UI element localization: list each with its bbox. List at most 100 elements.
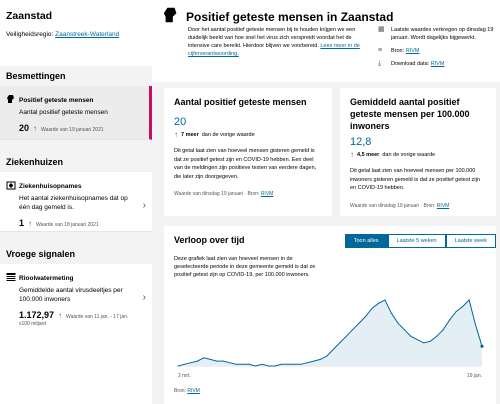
card-value: 12,8 (350, 136, 372, 148)
chart-point (313, 360, 315, 362)
sewer-icon (6, 272, 16, 284)
chart-point (235, 363, 237, 365)
card-title: Gemiddeld aantal positief geteste mensen… (350, 97, 470, 131)
page-intro-text: Door het aantal positief geteste mensen … (188, 27, 356, 49)
sidebar-spacer (0, 140, 152, 152)
safety-region: Veiligheidsregio: Zaanstreek-Waterland (6, 31, 146, 38)
chart-point (442, 329, 444, 331)
chart-x-tick-label: 2 mrt. (178, 373, 191, 379)
chart-point (423, 342, 425, 344)
chart-series-line (177, 299, 483, 367)
arrow-up-icon: ↑ (174, 130, 178, 139)
arrow-up-icon: ↑ (58, 311, 63, 320)
chart-point (248, 363, 250, 365)
chart-point (216, 360, 218, 362)
page-title-row: Positief geteste mensen in Zaanstad (162, 6, 490, 27)
card-source-prefix: Waarde van dinsdag 19 januari · Bron: (174, 191, 260, 197)
chart-source-link[interactable]: RIVM (187, 388, 200, 394)
chart-svg: 2 mrt. 19 jan. (177, 299, 484, 379)
card-source-link[interactable]: RIVM (436, 202, 450, 209)
tab-last-week[interactable]: Laatste week (445, 234, 496, 248)
sidebar-item-subtitle: Het aantal ziekenhuisopnames dat op één … (19, 195, 128, 211)
chart-last-point (480, 344, 484, 348)
card-diff-text: dan de vorige waarde (201, 131, 255, 138)
chart-point (397, 322, 399, 324)
read-more-link[interactable]: Lees meer in de cijferverantwoording. (188, 43, 360, 57)
sidebar-item-subtitle: Aantal positief geteste mensen (19, 109, 108, 116)
arrow-up-icon: ↑ (33, 124, 38, 133)
chart-point (209, 358, 211, 360)
sidebar-item-date: Waarde van 11 jan. - 17 jan. (66, 314, 129, 320)
chart-point (403, 329, 405, 331)
safety-region-label: Veiligheidsregio: (6, 31, 54, 38)
meta-download: ⤓ Download data: RIVM (378, 60, 494, 68)
chart-point (449, 319, 451, 321)
section-early-signals: Vroege signalen (0, 244, 152, 264)
page-title: Positief geteste mensen in Zaanstad (186, 9, 394, 24)
person-icon (162, 6, 180, 27)
chart-source: Bron: RIVM (174, 388, 200, 394)
sidebar-item-value: 1.172,97 (19, 310, 55, 320)
chart-point (475, 324, 476, 326)
chart-point (177, 365, 179, 367)
chart-source-label: Bron: (174, 388, 186, 394)
sidebar-item-value-row: 20 ↑ Waarde van 19 januari 2021 (6, 123, 143, 133)
chart-tabs: Toon alles Laatste 5 weken Laatste week (344, 234, 496, 248)
chart-point (229, 362, 231, 364)
sidebar-item-sewer-measurement[interactable]: Rioolwatermeting Gemiddelde aantal virus… (0, 264, 152, 333)
page-header: Positief geteste mensen in Zaanstad Door… (152, 0, 500, 82)
chart-point (287, 363, 289, 365)
chevron-right-icon: › (142, 292, 146, 303)
tab-last-5-weeks[interactable]: Laatste 5 weken (387, 234, 446, 248)
chart-point (332, 349, 334, 350)
meta-source-link[interactable]: RIVM (405, 48, 420, 54)
section-hospitals: Ziekenhuizen (0, 152, 152, 172)
chart-point (358, 322, 360, 324)
sidebar-item-subtitle: Gemiddelde aantal virusdeeltjes per 100.… (19, 287, 123, 303)
card-source: Waarde van dinsdag 19 januari · Bron: RI… (350, 203, 486, 209)
card-diff-text: dan de vorige waarde (382, 151, 436, 158)
chart-point (416, 339, 418, 341)
chart-point (300, 363, 302, 365)
sidebar-item-hospital-admissions[interactable]: Ziekenhuisopnames Het aantal ziekenhuiso… (0, 172, 152, 232)
sidebar-item-unit: x100 miljard (19, 321, 46, 327)
card-diff: ↑ 7 meer dan de vorige waarde (174, 130, 322, 139)
chart-point (319, 358, 321, 360)
chart-point (222, 360, 224, 362)
chart-point (203, 357, 205, 359)
card-source-link[interactable]: RIVM (260, 191, 274, 197)
sidebar-item-value-row: 1 ↑ Waarde van 18 januari 2021 (6, 218, 146, 228)
arrow-up-icon: ↑ (350, 150, 354, 159)
meta-download-label: Download data: (391, 61, 430, 67)
chart-point (345, 335, 347, 337)
tab-show-all[interactable]: Toon alles (344, 234, 388, 248)
chart-card: Verloop over tijd Toon alles Laatste 5 w… (164, 226, 496, 404)
chart-point (190, 362, 192, 364)
chart-point (326, 355, 328, 357)
card-diff: ↑ 4,5 meer dan de vorige waarde (350, 150, 486, 159)
sidebar-item-value-row: 1.172,97 ↑ Waarde van 11 jan. - 17 jan. (6, 310, 146, 320)
chart-point (339, 342, 341, 344)
municipality-title: Zaanstad (6, 10, 53, 22)
download-icon: ⤓ (378, 60, 382, 67)
chart-point (306, 362, 308, 364)
card-positive-per-100k: Gemiddeld aantal positief geteste mensen… (340, 88, 496, 216)
page-intro: Door het aantal positief geteste mensen … (188, 26, 368, 58)
card-title: Aantal positief geteste mensen (174, 97, 307, 107)
meta-source: ≡ Bron: RIVM (378, 47, 494, 55)
sidebar-item-head: Ziekenhuisopnames (6, 180, 146, 192)
meta-download-link[interactable]: RIVM (430, 61, 445, 67)
sidebar: Zaanstad Veiligheidsregio: Zaanstreek-Wa… (0, 0, 152, 404)
section-infections: Besmettingen (0, 66, 152, 86)
sidebar-item-title: Ziekenhuisopnames (19, 182, 82, 190)
sidebar-item-positive-tests[interactable]: Positief geteste mensen Aantal positief … (0, 86, 152, 140)
chart-point (352, 329, 354, 331)
safety-region-link[interactable]: Zaanstreek-Waterland (55, 31, 120, 38)
card-diff-value: 7 meer (181, 131, 199, 138)
card-diff-value: 4,5 meer (357, 151, 380, 158)
card-text: Dit getal laat zien van hoeveel mensen g… (174, 148, 317, 180)
chart-point (255, 365, 257, 367)
card-text: Dit getal laat zien van hoeveel mensen p… (350, 168, 480, 191)
chart-point (184, 363, 185, 365)
card-value: 20 (174, 116, 187, 128)
